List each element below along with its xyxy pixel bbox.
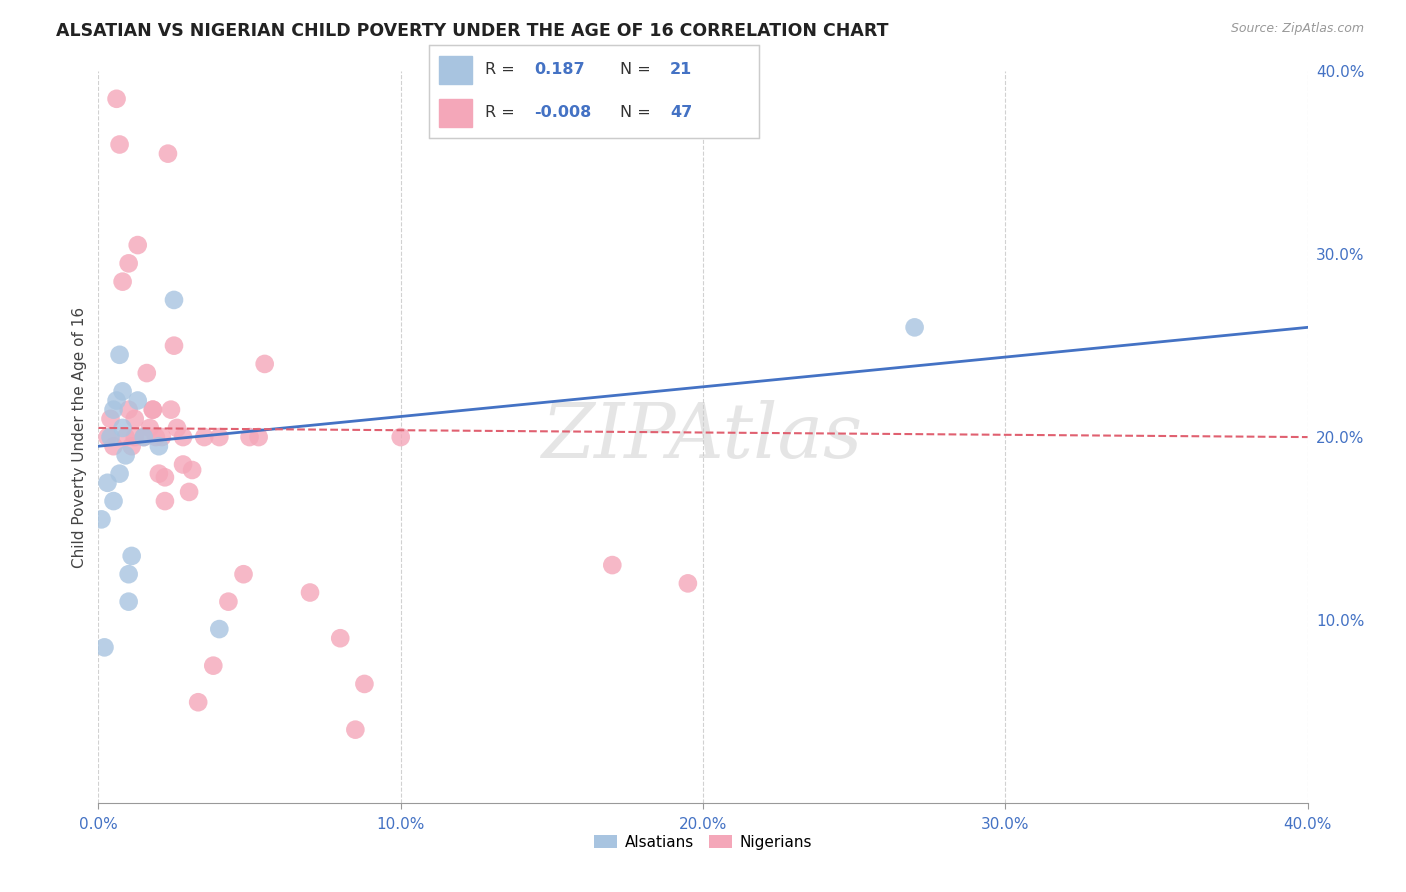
Point bbox=[127, 238, 149, 252]
Point bbox=[329, 632, 352, 646]
Point bbox=[111, 384, 134, 399]
Point bbox=[150, 430, 173, 444]
Point bbox=[208, 622, 231, 636]
Point bbox=[148, 467, 170, 481]
Point bbox=[118, 567, 141, 582]
Text: ALSATIAN VS NIGERIAN CHILD POVERTY UNDER THE AGE OF 16 CORRELATION CHART: ALSATIAN VS NIGERIAN CHILD POVERTY UNDER… bbox=[56, 22, 889, 40]
Point bbox=[124, 430, 146, 444]
Point bbox=[114, 430, 136, 444]
Point bbox=[124, 412, 146, 426]
Point bbox=[172, 430, 194, 444]
Point bbox=[142, 402, 165, 417]
Point bbox=[108, 467, 131, 481]
Text: R =: R = bbox=[485, 62, 515, 78]
Y-axis label: Child Poverty Under the Age of 16: Child Poverty Under the Age of 16 bbox=[72, 307, 87, 567]
Point bbox=[904, 320, 927, 334]
Point bbox=[148, 439, 170, 453]
Point bbox=[253, 357, 276, 371]
Point bbox=[103, 439, 125, 453]
Point bbox=[103, 494, 125, 508]
Text: 47: 47 bbox=[671, 105, 692, 120]
Point bbox=[153, 470, 176, 484]
Point bbox=[100, 430, 122, 444]
Text: R =: R = bbox=[485, 105, 515, 120]
Point bbox=[299, 585, 322, 599]
Point bbox=[114, 448, 136, 462]
Point bbox=[187, 695, 209, 709]
Text: ZIPAtlas: ZIPAtlas bbox=[543, 401, 863, 474]
Point bbox=[232, 567, 254, 582]
Point bbox=[105, 393, 128, 408]
Point bbox=[96, 430, 118, 444]
Legend: Alsatians, Nigerians: Alsatians, Nigerians bbox=[586, 827, 820, 857]
Point bbox=[127, 393, 149, 408]
Text: N =: N = bbox=[620, 62, 651, 78]
Point bbox=[111, 275, 134, 289]
Point bbox=[156, 146, 179, 161]
Point bbox=[108, 348, 131, 362]
Point bbox=[179, 485, 201, 500]
Point bbox=[163, 338, 186, 352]
Point bbox=[111, 421, 134, 435]
Point bbox=[121, 549, 143, 563]
Point bbox=[153, 494, 176, 508]
Point bbox=[181, 463, 204, 477]
Point bbox=[105, 92, 128, 106]
Bar bbox=[439, 99, 472, 127]
Bar bbox=[439, 56, 472, 84]
Point bbox=[193, 430, 215, 444]
Point bbox=[118, 256, 141, 270]
Text: 0.187: 0.187 bbox=[534, 62, 585, 78]
Point bbox=[96, 475, 118, 490]
Point bbox=[139, 421, 162, 435]
Point bbox=[217, 594, 239, 608]
Point bbox=[108, 137, 131, 152]
Point bbox=[602, 558, 624, 573]
Point bbox=[172, 458, 194, 472]
Point bbox=[160, 402, 183, 417]
Point bbox=[103, 402, 125, 417]
Point bbox=[135, 366, 157, 380]
Point bbox=[208, 430, 231, 444]
Point bbox=[239, 430, 262, 444]
Point bbox=[121, 439, 143, 453]
Text: 21: 21 bbox=[671, 62, 692, 78]
Point bbox=[132, 430, 155, 444]
Point bbox=[90, 512, 112, 526]
Point bbox=[118, 594, 141, 608]
Point bbox=[132, 430, 155, 444]
Point bbox=[145, 430, 167, 444]
Point bbox=[93, 640, 115, 655]
Point bbox=[100, 412, 122, 426]
Point bbox=[344, 723, 367, 737]
Text: N =: N = bbox=[620, 105, 651, 120]
Text: -0.008: -0.008 bbox=[534, 105, 592, 120]
Point bbox=[247, 430, 270, 444]
Point bbox=[202, 658, 225, 673]
Point bbox=[142, 402, 165, 417]
Point bbox=[118, 402, 141, 417]
Point bbox=[676, 576, 699, 591]
Point bbox=[389, 430, 412, 444]
Point bbox=[163, 293, 186, 307]
Point bbox=[353, 677, 375, 691]
Text: Source: ZipAtlas.com: Source: ZipAtlas.com bbox=[1230, 22, 1364, 36]
Point bbox=[166, 421, 188, 435]
